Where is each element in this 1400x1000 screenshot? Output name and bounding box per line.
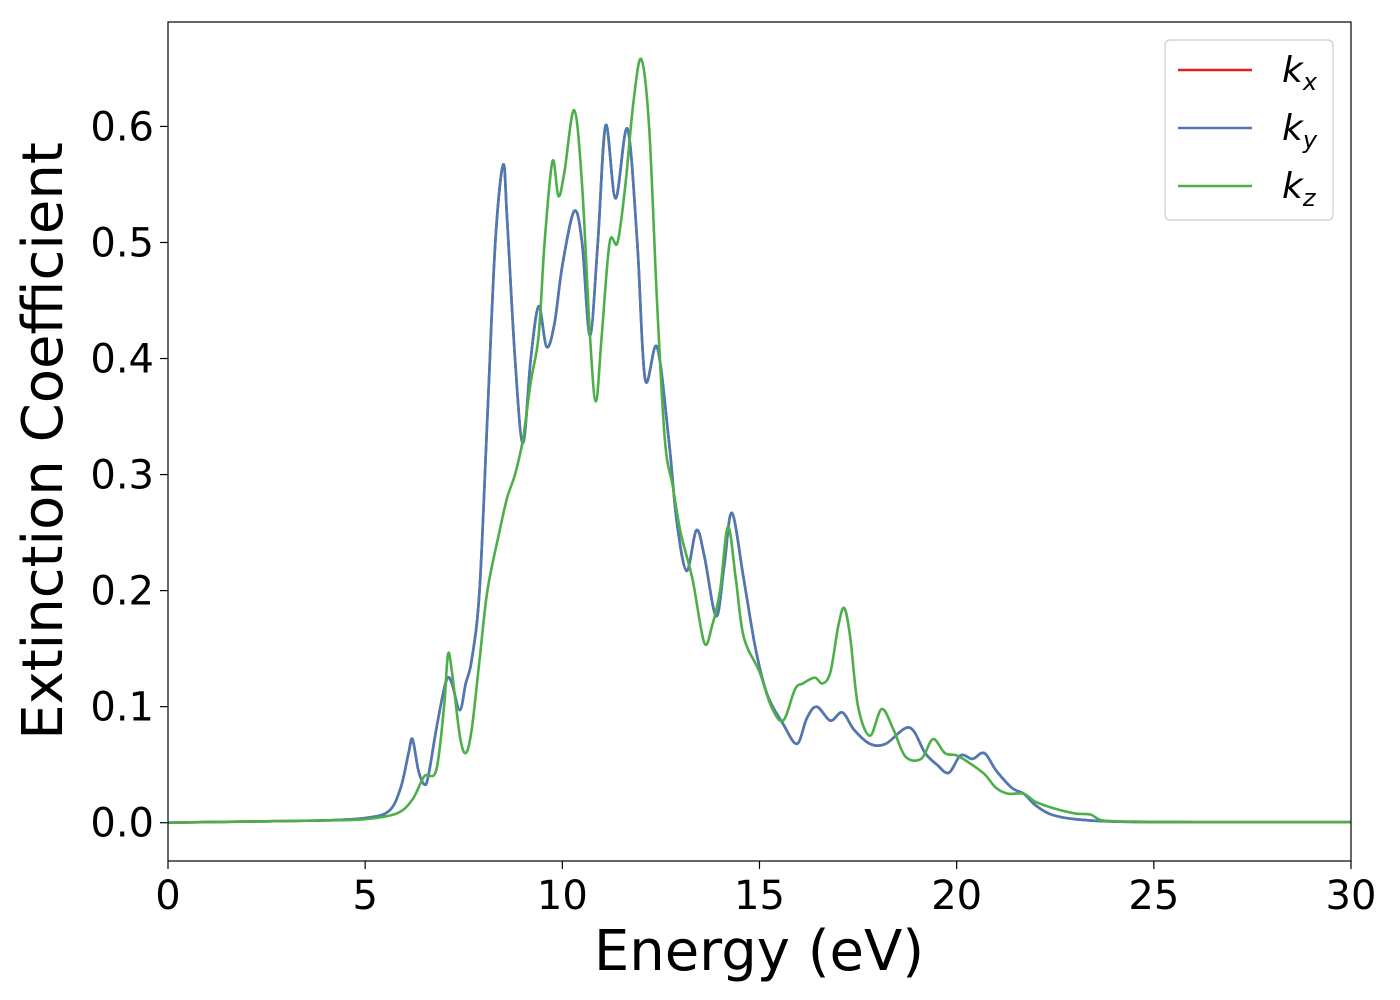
y-tick-label: 0.5 bbox=[90, 220, 154, 266]
x-tick-label: 5 bbox=[352, 873, 377, 919]
y-tick-label: 0.2 bbox=[90, 569, 154, 615]
x-tick-label: 10 bbox=[537, 873, 588, 919]
legend-label-kx: kx bbox=[1282, 50, 1318, 96]
legend-label-ky: ky bbox=[1282, 108, 1318, 154]
x-tick-label: 20 bbox=[931, 873, 982, 919]
series-line-kx bbox=[167, 123, 1352, 825]
x-tick-label: 15 bbox=[734, 873, 785, 919]
y-tick-label: 0.6 bbox=[90, 104, 154, 150]
x-tick-label: 25 bbox=[1128, 873, 1179, 919]
y-tick-label: 0.4 bbox=[90, 337, 154, 383]
y-axis-label: Extinction Coefficient bbox=[11, 142, 76, 740]
x-tick-label: 30 bbox=[1326, 873, 1377, 919]
series-line-kz bbox=[167, 57, 1352, 825]
y-axis-ticks: 0.0 0.1 0.2 0.3 0.4 0.5 0.6 bbox=[90, 104, 168, 847]
x-tick-label: 0 bbox=[155, 873, 180, 919]
x-axis-label: Energy (eV) bbox=[594, 919, 924, 984]
plot-lines bbox=[167, 57, 1352, 825]
legend-label-kz: kz bbox=[1282, 166, 1317, 212]
y-tick-label: 0.1 bbox=[90, 685, 154, 731]
legend-box bbox=[1164, 39, 1334, 221]
y-tick-label: 0.3 bbox=[90, 453, 154, 499]
legend: kx ky kz bbox=[1164, 39, 1334, 221]
x-axis-ticks: 0 5 10 15 20 25 30 bbox=[155, 861, 1376, 919]
y-tick-label: 0.0 bbox=[90, 801, 154, 847]
series-line-ky bbox=[167, 123, 1352, 825]
